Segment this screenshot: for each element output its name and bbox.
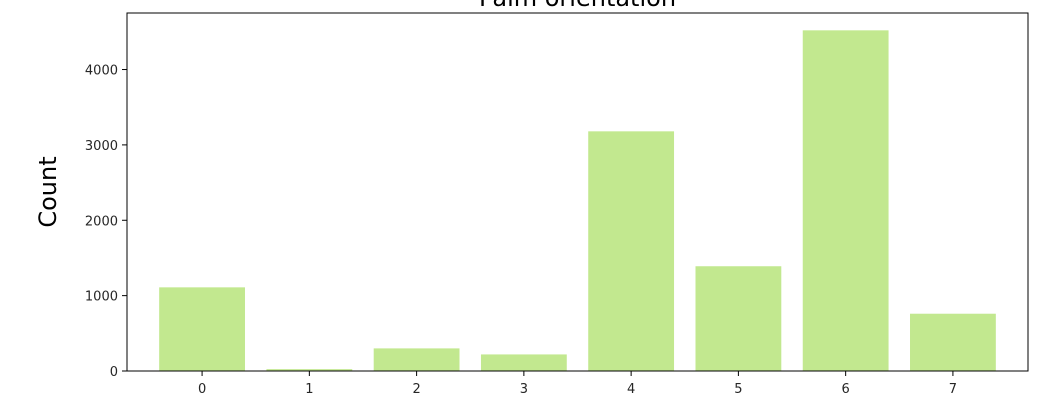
y-axis-label: Count bbox=[34, 156, 62, 227]
x-tick-label: 6 bbox=[842, 382, 850, 397]
bars-group bbox=[159, 30, 996, 371]
bar-4 bbox=[588, 131, 675, 371]
x-tick-label: 5 bbox=[734, 382, 742, 397]
x-tick-label: 2 bbox=[412, 382, 420, 397]
bar-5 bbox=[695, 266, 782, 371]
y-tick-label: 3000 bbox=[85, 139, 118, 154]
x-tick-label: 3 bbox=[520, 382, 528, 397]
x-axis: 0 1 2 3 4 5 6 7 bbox=[198, 371, 957, 397]
y-axis: 0 1000 2000 3000 4000 bbox=[85, 64, 127, 380]
x-tick-label: 0 bbox=[198, 382, 206, 397]
y-tick-label: 0 bbox=[110, 365, 118, 380]
bar-0 bbox=[159, 287, 245, 371]
bar-1 bbox=[266, 369, 353, 371]
y-tick-label: 4000 bbox=[85, 64, 118, 79]
x-tick-label: 7 bbox=[949, 382, 957, 397]
x-tick-label: 4 bbox=[627, 382, 635, 397]
bar-2 bbox=[373, 348, 460, 371]
bar-7 bbox=[910, 313, 996, 371]
y-tick-label: 1000 bbox=[85, 290, 118, 305]
chart-title: Palm orientation bbox=[479, 0, 676, 12]
bar-6 bbox=[802, 30, 889, 371]
plot-frame bbox=[126, 12, 1029, 372]
x-tick-label: 1 bbox=[305, 382, 313, 397]
bar-3 bbox=[480, 354, 567, 371]
y-tick-label: 2000 bbox=[85, 214, 118, 229]
